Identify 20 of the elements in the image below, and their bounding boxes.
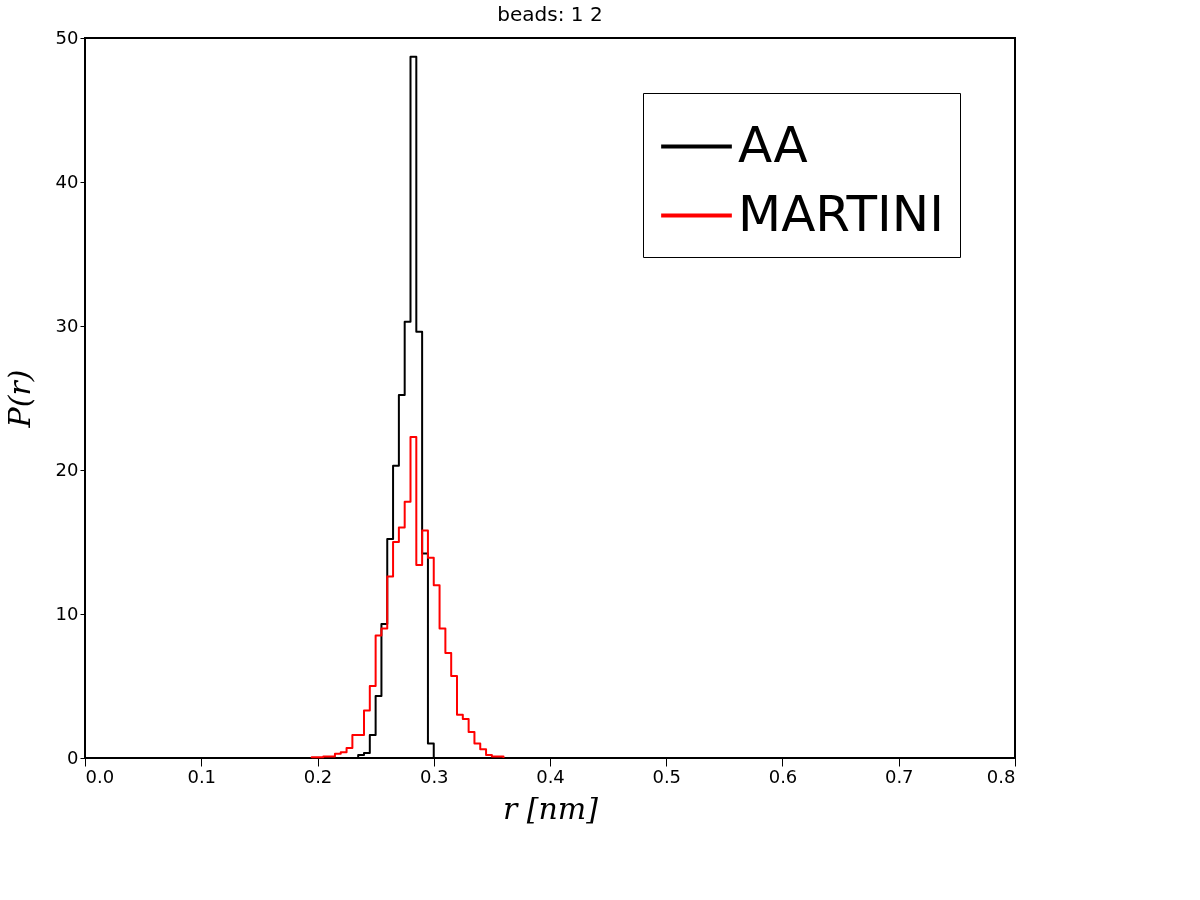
x-tick-label: 0.3	[419, 765, 449, 787]
x-tick-label: 0.2	[303, 765, 333, 787]
y-tick-label: 30	[55, 314, 79, 336]
x-axis-title: r [nm]	[502, 790, 599, 826]
y-tick-label: 20	[55, 458, 79, 480]
x-tick-label: 0.5	[652, 765, 682, 787]
x-tick-label: 0.4	[536, 765, 565, 787]
x-tick-label: 0.1	[187, 765, 217, 787]
x-tick-label: 0.6	[768, 765, 798, 787]
x-tick-label: 0.0	[85, 765, 115, 787]
x-tick-label: 0.8	[986, 765, 1016, 787]
legend-label: AA	[738, 115, 808, 174]
y-tick-label: 0	[67, 746, 79, 768]
x-tick-label: 0.7	[884, 765, 914, 787]
legend-label: MARTINI	[738, 184, 944, 243]
y-tick-label: 10	[55, 602, 79, 624]
chart-title: beads: 1 2	[497, 2, 603, 26]
y-tick-label: 50	[55, 26, 79, 48]
y-tick-label: 40	[55, 170, 79, 192]
y-axis-title: P(r)	[1, 369, 37, 429]
